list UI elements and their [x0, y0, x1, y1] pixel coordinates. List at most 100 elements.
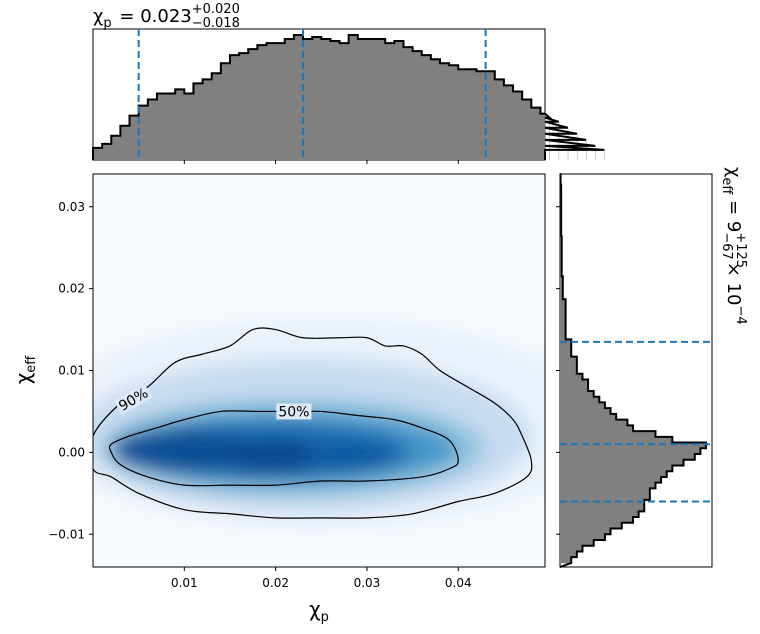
- top-histogram-bar: [467, 69, 477, 160]
- right-histogram-bar: [560, 373, 583, 380]
- top-histogram-bar: [357, 39, 368, 160]
- top-histogram-bar: [166, 93, 176, 160]
- top-histogram-bar: [394, 41, 404, 160]
- top-histogram-bar: [439, 63, 450, 160]
- right-histogram-bar: [560, 362, 577, 369]
- right-histogram-bar: [560, 299, 566, 306]
- right-histogram-bar: [560, 333, 566, 340]
- right-histogram-bar: [560, 287, 563, 294]
- top-histogram-bar: [266, 43, 277, 161]
- right-histogram-bar: [560, 551, 577, 558]
- right-histogram-bar: [560, 310, 566, 317]
- top-histogram-bar: [211, 73, 222, 160]
- contour-lines: [93, 327, 533, 519]
- contour-labels: 90% 50%: [113, 383, 312, 420]
- right-histogram-bar: [560, 505, 645, 512]
- top-histogram-bar: [156, 93, 167, 160]
- top-histogram-bar: [202, 79, 213, 160]
- right-histogram-bar: [560, 528, 611, 535]
- y-tick-label: 0.01: [58, 364, 85, 378]
- y-tick-label: −0.01: [48, 527, 85, 541]
- right-histogram-bar: [560, 431, 656, 438]
- right-histogram-bar: [560, 368, 577, 375]
- right-histogram-bar: [560, 402, 605, 409]
- x-axis-label: χp: [309, 597, 329, 625]
- right-histogram-bar: [560, 494, 650, 501]
- right-histogram-bar: [560, 545, 583, 552]
- top-histogram-bar: [403, 47, 413, 161]
- right-histogram-bar: [560, 413, 617, 421]
- y-tick-label: 0.00: [58, 445, 85, 459]
- right-histogram-bar: [560, 385, 589, 392]
- top-histogram-bar: [220, 63, 231, 160]
- top-histogram-bar: [476, 71, 487, 160]
- top-x-ticks: [183, 160, 459, 164]
- right-histogram-bar: [560, 499, 645, 506]
- top-histogram-bar: [239, 53, 249, 161]
- y-tick-label: 0.02: [58, 282, 85, 296]
- right-histogram-bar: [560, 482, 656, 489]
- top-histogram-bar: [485, 71, 496, 160]
- x-tick-label: 0.04: [445, 576, 472, 590]
- y-tick-label: 0.03: [58, 200, 85, 214]
- top-histogram-bar: [184, 93, 194, 160]
- right-histogram-bar: [560, 379, 589, 386]
- top-histogram-bar: [540, 113, 546, 160]
- top-histogram-bar: [93, 147, 103, 160]
- right-histogram-bar: [560, 419, 628, 426]
- chi-eff-title: χeff = 9+125−67× 10−4: [719, 167, 748, 325]
- top-histogram-bar: [147, 99, 158, 160]
- top-histogram-bar: [412, 51, 423, 161]
- joint-panel: 90% 50% 0.01 0.02 0.03 0.04 −0.010.000.010.0…: [11, 173, 546, 625]
- right-histogram-bar: [560, 327, 566, 335]
- top-histogram-bar: [421, 55, 432, 161]
- top-histogram-bar: [366, 39, 377, 160]
- top-histogram-bar: [503, 85, 514, 160]
- right-histogram-bar: [560, 465, 673, 472]
- right-histogram-bar: [560, 436, 673, 443]
- right-histogram-bar: [560, 522, 622, 529]
- right-histogram-bar: [560, 322, 566, 329]
- top-histogram-bar: [449, 65, 459, 160]
- top-histogram-bar: [513, 91, 523, 160]
- top-histogram-bar: [531, 107, 541, 160]
- right-histogram-bar: [560, 539, 594, 547]
- joint-x-ticks: 0.01 0.02 0.03 0.04: [171, 567, 472, 590]
- right-histogram-bar: [560, 316, 566, 323]
- right-histogram-bar: [560, 534, 605, 541]
- density-heatmap: [93, 317, 545, 531]
- right-histogram-bar: [560, 396, 600, 403]
- right-histogram: [559, 173, 707, 568]
- top-marginal-panel: χp = 0.023+0.020 −0.018: [92, 2, 605, 164]
- right-histogram-bar: [560, 442, 706, 449]
- top-histogram-bar: [275, 43, 286, 161]
- top-histogram-outline: [92, 34, 605, 160]
- top-histogram-bar: [120, 125, 130, 160]
- top-histogram-bar: [138, 105, 149, 160]
- top-histogram-bar: [129, 115, 140, 160]
- top-histogram-bar: [303, 39, 313, 160]
- right-histogram-bar: [560, 408, 611, 415]
- right-histogram-bar: [560, 350, 572, 357]
- top-histogram-bar: [257, 45, 267, 161]
- density-blob: [220, 437, 331, 474]
- right-y-ticks: [556, 206, 560, 535]
- x-tick-label: 0.03: [354, 576, 381, 590]
- contour-label-gap: [276, 403, 312, 420]
- right-histogram-bar: [560, 488, 650, 495]
- contour-90-line: [93, 327, 533, 519]
- right-histogram-bar: [560, 345, 572, 352]
- right-histogram-outline: [559, 173, 707, 568]
- top-histogram-bar: [111, 135, 121, 160]
- right-histogram-bar: [560, 511, 639, 518]
- top-histogram-bar: [175, 89, 185, 160]
- contour-label-gap: [113, 383, 153, 415]
- top-histogram-bar: [494, 79, 505, 160]
- contour-50-line: [108, 410, 459, 487]
- right-histogram-bar: [560, 459, 684, 466]
- right-histogram-bar: [560, 390, 594, 398]
- right-histogram-bar: [560, 471, 667, 478]
- top-histogram-bar: [385, 43, 395, 161]
- right-histogram-bar: [560, 282, 563, 289]
